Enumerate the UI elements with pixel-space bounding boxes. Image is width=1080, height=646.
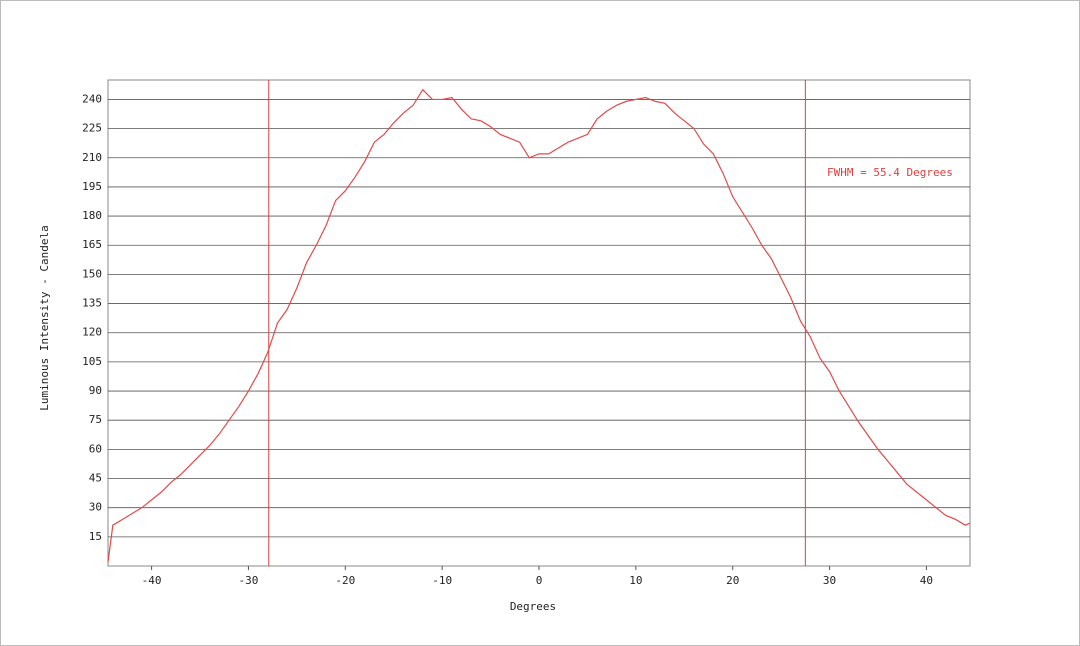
x-tick-label: 0 bbox=[536, 574, 543, 587]
x-tick-label: -10 bbox=[432, 574, 452, 587]
y-tick-label: 165 bbox=[82, 238, 102, 251]
y-tick-label: 195 bbox=[82, 180, 102, 193]
y-tick-label: 60 bbox=[89, 442, 102, 455]
y-axis-label: Luminous Intensity - Candela bbox=[38, 225, 51, 410]
x-tick-label: 30 bbox=[823, 574, 836, 587]
fwhm-annotation: FWHM = 55.4 Degrees bbox=[827, 166, 953, 179]
x-tick-label: 20 bbox=[726, 574, 739, 587]
y-tick-label: 240 bbox=[82, 92, 102, 105]
x-tick-label: -20 bbox=[335, 574, 355, 587]
y-tick-label: 90 bbox=[89, 384, 102, 397]
y-tick-label: 135 bbox=[82, 297, 102, 310]
y-tick-label: 180 bbox=[82, 209, 102, 222]
y-tick-label: 45 bbox=[89, 472, 102, 485]
y-tick-label: 150 bbox=[82, 267, 102, 280]
y-tick-label: 105 bbox=[82, 355, 102, 368]
y-tick-label: 120 bbox=[82, 326, 102, 339]
x-tick-label: 40 bbox=[920, 574, 933, 587]
x-tick-label: 10 bbox=[629, 574, 642, 587]
y-tick-label: 15 bbox=[89, 530, 102, 543]
y-tick-label: 210 bbox=[82, 151, 102, 164]
y-tick-label: 75 bbox=[89, 413, 102, 426]
y-tick-label: 225 bbox=[82, 122, 102, 135]
x-axis-label: Degrees bbox=[510, 600, 556, 613]
data-line bbox=[107, 88, 971, 563]
x-tick-label: -30 bbox=[239, 574, 259, 587]
x-tick-label: -40 bbox=[142, 574, 162, 587]
y-tick-label: 30 bbox=[89, 501, 102, 514]
